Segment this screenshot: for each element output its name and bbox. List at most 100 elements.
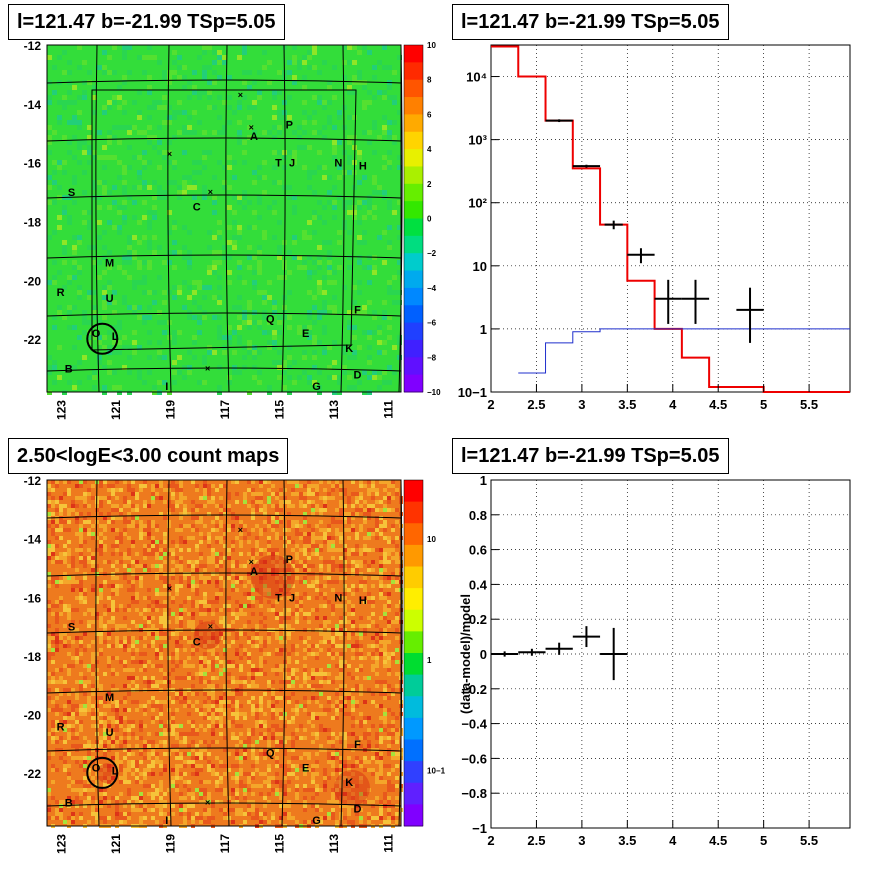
source-cross: × <box>208 187 213 197</box>
x-tick-label: 115 <box>272 834 286 854</box>
y-tick-label: 10³ <box>468 133 487 148</box>
colorbar-cell <box>404 480 423 503</box>
x-tick-label: 113 <box>327 834 341 854</box>
hotspot-0 <box>251 554 296 599</box>
colorbar-tick: 10 <box>427 535 436 544</box>
source-label-D: D <box>353 803 361 815</box>
grid-line-lon <box>167 479 172 827</box>
colorbar-cell <box>404 322 423 341</box>
colorbar-cell <box>404 717 423 740</box>
source-label-P: P <box>286 119 293 131</box>
y-tick-label: −0.4 <box>461 717 487 732</box>
colorbar-cell <box>404 131 423 150</box>
colorbar-tick: −8 <box>427 353 437 362</box>
source-label-C: C <box>193 202 201 214</box>
source-label-B: B <box>65 363 73 375</box>
x-tick-label: 115 <box>272 400 286 420</box>
colorbar-cell <box>404 114 423 133</box>
grid-line-lat <box>46 802 402 807</box>
y-tick-label: -22 <box>24 767 42 781</box>
y-tick-label: 1 <box>480 322 487 337</box>
colorbar-cell <box>404 287 423 306</box>
colorbar-cell <box>404 501 423 524</box>
y-tick-label: 1 <box>480 473 487 488</box>
colorbar-cell <box>404 739 423 762</box>
x-tick-label: 121 <box>109 400 123 420</box>
colorbar-tick: 4 <box>427 145 432 154</box>
source-label-T: T <box>275 592 282 604</box>
source-label-I: I <box>165 815 168 827</box>
colorbar-tick: 10−1 <box>427 767 446 776</box>
grid-line-lon <box>398 44 403 393</box>
colorbar-tick: −10 <box>427 388 441 397</box>
grid-line-lat <box>46 572 402 577</box>
grid-line-lon <box>95 44 100 393</box>
x-tick-label: 117 <box>218 400 232 420</box>
colorbar-cell <box>404 97 423 115</box>
source-label-N: N <box>334 158 342 170</box>
roi-box <box>91 89 357 351</box>
x-tick-label: 3 <box>578 397 585 412</box>
map-frame <box>46 479 402 827</box>
source-label-H: H <box>359 595 367 607</box>
y-axis-title: (data-model)/model <box>458 594 473 714</box>
x-tick-label: 3.5 <box>618 397 636 412</box>
y-tick-label: −0.6 <box>461 751 487 766</box>
source-label-L: L <box>112 331 119 343</box>
colorbar-cell <box>404 149 423 167</box>
source-label-A: A <box>250 566 258 578</box>
y-tick-label: 0.6 <box>469 543 487 558</box>
source-label-O: O <box>92 328 101 340</box>
map-pixels <box>47 480 403 828</box>
colorbar-cell <box>404 253 423 272</box>
x-tick-label: 119 <box>164 400 178 420</box>
grid-line-lat <box>46 629 402 634</box>
y-tick-label: 0.8 <box>469 508 487 523</box>
x-tick-label: 123 <box>55 400 69 420</box>
colorbar-cell <box>404 674 423 697</box>
y-tick-label: 0.2 <box>469 612 487 627</box>
source-cross: × <box>205 798 210 808</box>
source-cross: × <box>167 583 172 593</box>
y-tick-label: -20 <box>24 274 42 288</box>
colorbar-cell <box>404 609 423 632</box>
grid-line-lat <box>46 137 402 142</box>
colorbar-cell <box>404 339 423 358</box>
colorbar-cell <box>404 62 423 81</box>
source-label-U: U <box>106 727 114 739</box>
colorbar-cell <box>404 305 423 324</box>
x-tick-label: 111 <box>381 400 395 419</box>
colorbar-tick: 0 <box>427 215 432 224</box>
source-label-G: G <box>312 815 321 827</box>
colorbar-cell <box>404 235 423 254</box>
colorbar-tick: −6 <box>427 319 437 328</box>
tl-panel-title: l=121.47 b=-21.99 TSp=5.05 <box>8 4 285 40</box>
colorbar-cell <box>404 270 423 289</box>
bl-panel-title: 2.50<logE<3.00 count maps <box>8 438 289 474</box>
source-label-O: O <box>92 762 101 774</box>
source-label-K: K <box>345 343 353 355</box>
y-tick-label: -16 <box>24 157 42 171</box>
grid-line-lat <box>46 514 402 519</box>
grid-line-lon <box>398 479 403 827</box>
colorbar-tick: 6 <box>427 110 432 119</box>
colorbar-cell <box>404 631 423 654</box>
y-tick-label: 10⁴ <box>466 70 487 85</box>
y-tick-label: 0 <box>480 647 487 662</box>
source-label-J: J <box>289 592 295 604</box>
grid-line-lon <box>225 479 230 827</box>
source-cross: × <box>249 557 254 567</box>
x-tick-label: 2 <box>487 397 494 412</box>
x-tick-label: 123 <box>55 834 69 854</box>
source-label-M: M <box>105 258 114 270</box>
colorbar-cell <box>404 653 423 676</box>
source-label-D: D <box>353 369 361 381</box>
colorbar-tick: 8 <box>427 76 432 85</box>
y-tick-label: -14 <box>24 533 42 547</box>
source-label-B: B <box>65 798 73 810</box>
source-cross: × <box>205 363 210 373</box>
grid-line-lon <box>340 479 345 827</box>
colorbar-cell <box>404 201 423 219</box>
source-label-S: S <box>68 187 75 199</box>
grid-line-lat <box>46 367 402 372</box>
